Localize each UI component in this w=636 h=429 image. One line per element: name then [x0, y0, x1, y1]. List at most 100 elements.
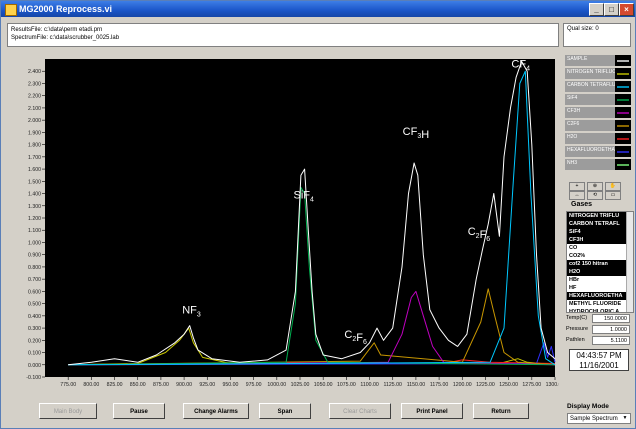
- legend-item[interactable]: HEXAFLUOROETHANE: [565, 146, 631, 157]
- legend-label: NITROGEN TRIFLUORIDE: [567, 69, 615, 75]
- y-tick-label: 0.500: [28, 302, 41, 308]
- gas-list-item[interactable]: CO2%: [569, 253, 586, 259]
- legend-label: HEXAFLUOROETHANE: [567, 147, 615, 153]
- print-panel-button[interactable]: Print Panel: [401, 403, 463, 419]
- y-tick-label: 2.200: [28, 94, 41, 100]
- plot-legend: SAMPLE NITROGEN TRIFLUORIDE CARBON TETRAFL…: [563, 53, 633, 181]
- legend-label-bg: [565, 120, 615, 131]
- x-tick-label: 1225.00: [476, 382, 495, 388]
- results-file-line: ResultsFile: c:\data\perm etadi.prn: [11, 27, 103, 33]
- button-bar: Main Body Pause Change Alarms Span Clear Cha…: [1, 395, 561, 425]
- parameter-row: Temp(C) 150.0000: [566, 314, 632, 324]
- legend-item[interactable]: CF3H: [565, 107, 631, 118]
- legend-label-bg: [565, 133, 615, 144]
- x-tick-label: 1100.00: [360, 382, 378, 388]
- y-tick-label: -0.100: [26, 375, 41, 381]
- peak-label: C2F6: [468, 226, 491, 243]
- gas-list-item[interactable]: HBr: [569, 277, 580, 283]
- gas-list-item[interactable]: HF: [569, 285, 577, 291]
- return-button[interactable]: Return: [473, 403, 529, 419]
- change-alarms-button[interactable]: Change Alarms: [183, 403, 249, 419]
- parameter-label: Pressure: [566, 326, 589, 332]
- gases-scrollbar[interactable]: [626, 212, 633, 312]
- legend-item[interactable]: SiF4: [565, 94, 631, 105]
- minimize-button[interactable]: _: [589, 3, 604, 16]
- x-tick-label: 1200.00: [453, 382, 472, 388]
- app-icon: [5, 4, 17, 16]
- peak-label: CF4: [511, 59, 530, 73]
- legend-swatch: [615, 94, 631, 105]
- x-tick-label: 1050.00: [314, 382, 333, 388]
- gas-list-item[interactable]: cof2 150 hitran: [567, 260, 633, 268]
- spectrum-file-line: SpectrumFile: c:\data\scrubber_0025.lab: [11, 35, 120, 41]
- legend-item[interactable]: H2O: [565, 133, 631, 144]
- x-tick-label: 1150.00: [407, 382, 425, 388]
- display-mode-label: Display Mode: [567, 403, 609, 410]
- legend-label: CF3H: [567, 108, 581, 114]
- maximize-button[interactable]: □: [604, 3, 619, 16]
- pause-button[interactable]: Pause: [113, 403, 165, 419]
- parameter-field[interactable]: 150.0000: [592, 314, 630, 323]
- format-tool-icon[interactable]: ▭: [605, 191, 621, 200]
- zoom-tool-icon[interactable]: ⊕: [587, 182, 603, 191]
- span-button[interactable]: Span: [259, 403, 311, 419]
- y-tick-label: 1.700: [28, 155, 41, 161]
- spectrum-chart-svg[interactable]: -0.100 0.000 0.100 0.200 0.300 0.400 0.500 0.60…: [7, 53, 559, 389]
- gas-list-item[interactable]: HYDROCHLORIC A: [569, 309, 620, 313]
- legend-item[interactable]: CARBON TETRAFLUORIDE: [565, 81, 631, 92]
- qual-size-box: Qual size: 0: [563, 23, 631, 47]
- x-tick-label: 800.00: [83, 382, 99, 388]
- gases-listbox[interactable]: NITROGEN TRIFLU CARBON TETRAFL SiF4 CF3H CO C…: [566, 211, 634, 313]
- legend-item[interactable]: NITROGEN TRIFLUORIDE: [565, 68, 631, 79]
- pan-tool-icon[interactable]: ✋: [605, 182, 621, 191]
- legend-label: SAMPLE: [567, 56, 588, 62]
- clock-display: 04:43:57 PM 11/16/2001: [569, 349, 629, 371]
- legend-item[interactable]: SAMPLE: [565, 55, 631, 66]
- gas-list-item[interactable]: METHYL FLUORIDE: [569, 301, 622, 307]
- x-scale-tool-icon[interactable]: ↔: [569, 191, 585, 200]
- spectrum-plot[interactable]: -0.100 0.000 0.100 0.200 0.300 0.400 0.500 0.60…: [7, 53, 559, 389]
- plot-area[interactable]: [45, 59, 555, 377]
- y-tick-label: 1.000: [28, 240, 41, 246]
- gas-list-item[interactable]: CARBON TETRAFL: [567, 220, 633, 228]
- title-bar[interactable]: MG2000 Reprocess.vi _ □ ×: [1, 1, 635, 17]
- x-tick-label: 900.00: [176, 382, 192, 388]
- y-tick-label: 0.700: [28, 277, 41, 283]
- y-scale-tool-icon[interactable]: ⟲: [587, 191, 603, 200]
- parameter-field[interactable]: 5.1100: [592, 336, 630, 345]
- gas-list-item[interactable]: H2O: [567, 268, 633, 276]
- gas-list-item[interactable]: CF3H: [567, 236, 633, 244]
- legend-item[interactable]: NH3: [565, 159, 631, 170]
- gas-list-item[interactable]: NITROGEN TRIFLU: [567, 212, 633, 220]
- y-tick-label: 0.300: [28, 326, 41, 332]
- gas-list-item[interactable]: CO: [569, 245, 578, 251]
- x-tick-label: 1175.00: [430, 382, 448, 388]
- x-tick-label: 775.00: [60, 382, 76, 388]
- x-tick-label: 1025.00: [291, 382, 310, 388]
- x-tick-label: 975.00: [246, 382, 262, 388]
- gas-list-item[interactable]: HEXAFLUOROETHA: [567, 292, 633, 300]
- x-tick-label: 925.00: [199, 382, 215, 388]
- file-info-box: ResultsFile: c:\data\perm etadi.prn Spec…: [7, 23, 559, 47]
- series-line: [68, 290, 556, 366]
- legend-label-bg: [565, 55, 615, 66]
- y-tick-label: 2.100: [28, 106, 41, 112]
- x-tick-label: 875.00: [153, 382, 169, 388]
- legend-label: NH3: [567, 160, 578, 166]
- main-body-button[interactable]: Main Body: [39, 403, 97, 419]
- x-tick-label: 1075.00: [337, 382, 356, 388]
- gas-list-item[interactable]: SiF4: [567, 228, 633, 236]
- display-mode-select[interactable]: Sample Spectrum ▼: [567, 413, 631, 424]
- close-button[interactable]: ×: [619, 3, 634, 16]
- legend-label: SiF4: [567, 95, 578, 101]
- series-line: [68, 60, 556, 366]
- legend-label-bg: [565, 68, 615, 79]
- window-title: MG2000 Reprocess.vi: [19, 4, 113, 14]
- parameter-field[interactable]: 1.0000: [592, 325, 630, 334]
- crosshair-tool-icon[interactable]: +: [569, 182, 585, 191]
- peak-label: NF3: [182, 304, 201, 318]
- y-tick-label: 0.400: [28, 314, 41, 320]
- dropdown-arrow-icon: ▼: [622, 415, 628, 421]
- clear-charts-button[interactable]: Clear Charts: [329, 403, 391, 419]
- legend-item[interactable]: C2F6: [565, 120, 631, 131]
